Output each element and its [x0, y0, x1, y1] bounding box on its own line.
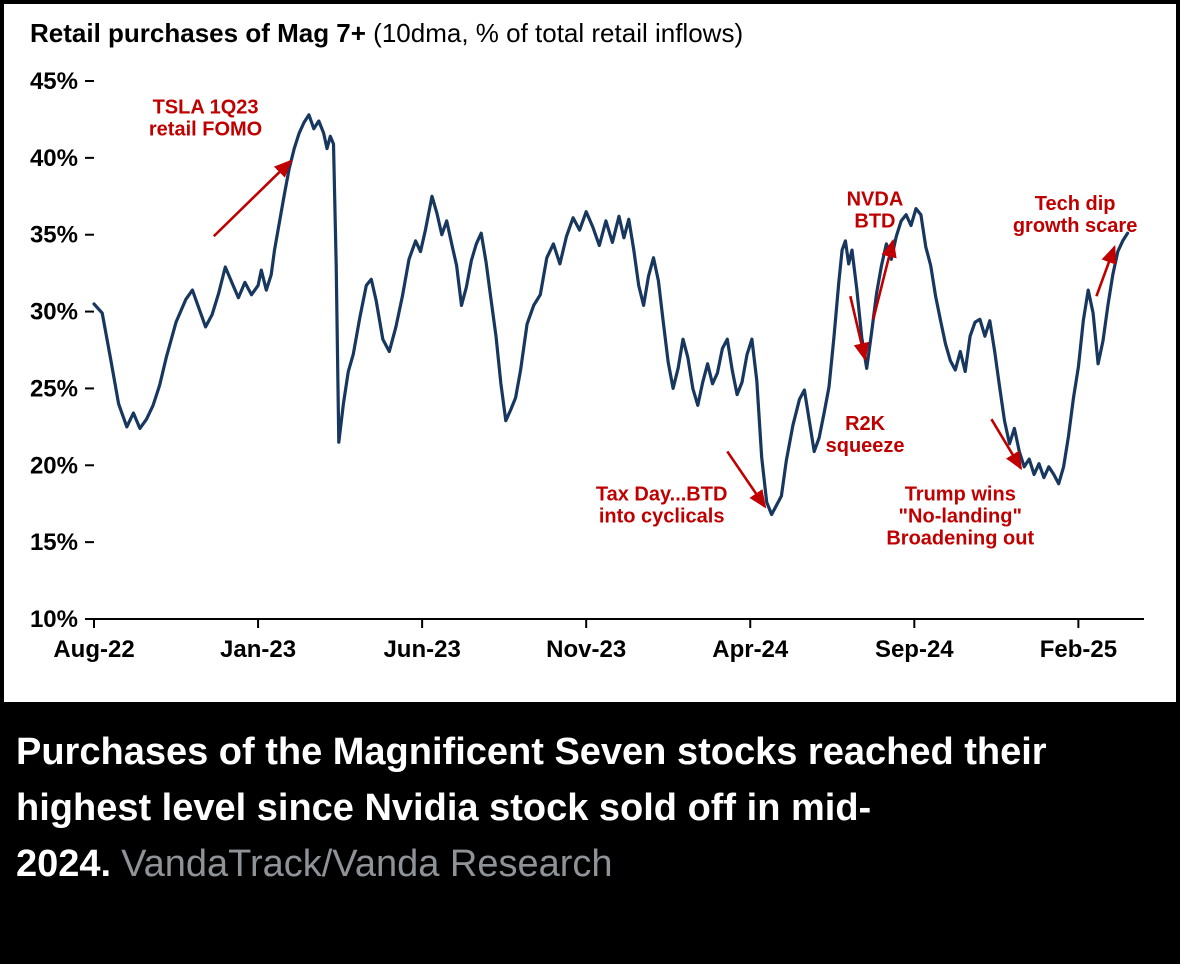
caption-band: Purchases of the Magnificent Seven stock…	[4, 702, 1176, 960]
x-tick-label: Apr-24	[712, 636, 789, 663]
caption: Purchases of the Magnificent Seven stock…	[4, 702, 1176, 892]
annotation-text-r2k-squeeze: R2K	[845, 413, 886, 435]
x-tick-label: Feb-25	[1040, 636, 1117, 663]
annotation-arrow-r2k-squeeze	[849, 295, 870, 362]
annotation-text-nvda-btd: NVDA	[847, 189, 904, 211]
annotation-arrow-trump-wins	[990, 418, 1023, 471]
annotation-text-trump-wins: Broadening out	[886, 528, 1034, 550]
annotation-text-tech-dip: Tech dip	[1035, 193, 1116, 215]
annotation-text-trump-wins: Trump wins	[905, 484, 1016, 506]
annotation-text-tech-dip: growth scare	[1013, 215, 1137, 237]
annotation-arrow-nvda-btd	[872, 238, 897, 320]
chart-title: Retail purchases of Mag 7+ (10dma, % of …	[4, 4, 1176, 53]
x-tick-label: Jan-23	[220, 636, 296, 663]
x-tick-label: Sep-24	[875, 636, 954, 663]
annotation-text-tsla-fomo: retail FOMO	[149, 118, 262, 140]
y-tick-label: 25%	[30, 375, 78, 402]
annotation-text-tsla-fomo: TSLA 1Q23	[153, 96, 259, 118]
y-tick-label: 15%	[30, 529, 78, 556]
annotation-text-trump-wins: "No-landing"	[899, 506, 1022, 528]
annotation-text-tax-day-btd: into cyclicals	[599, 506, 725, 528]
y-tick-label: 35%	[30, 222, 78, 249]
series-line	[92, 113, 1130, 517]
x-tick-label: Nov-23	[546, 636, 626, 663]
line-chart: Aug-22 Jan-23 Jun-23 Nov-23 Apr-24 Sep-24 Feb-…	[30, 68, 1144, 663]
chart-title-main: Retail purchases of Mag 7+	[30, 18, 366, 48]
annotation-text-nvda-btd: BTD	[854, 211, 895, 233]
x-tick-label: Aug-22	[53, 636, 134, 663]
caption-text: Purchases of the Magnificent Seven stock…	[16, 731, 1047, 885]
x-tick-label: Jun-23	[383, 636, 460, 663]
annotation-arrow-tsla-fomo	[212, 159, 293, 238]
y-tick-label: 40%	[30, 145, 78, 172]
y-tick-label: 10%	[30, 606, 78, 633]
annotation-text-tax-day-btd: Tax Day...BTD	[596, 484, 728, 506]
caption-source: VandaTrack/Vanda Research	[121, 843, 613, 885]
chart-title-qualifier: (10dma, % of total retail inflows)	[365, 18, 744, 48]
y-tick-label: 30%	[30, 299, 78, 326]
y-tick-label: 20%	[30, 452, 78, 479]
chart-panel: Retail purchases of Mag 7+ (10dma, % of …	[4, 4, 1176, 702]
annotation-text-r2k-squeeze: squeeze	[826, 435, 905, 457]
annotation-arrow-tech-dip	[1095, 245, 1117, 297]
annotation-arrow-tax-day-btd	[726, 450, 767, 509]
y-tick-label: 45%	[30, 68, 78, 95]
